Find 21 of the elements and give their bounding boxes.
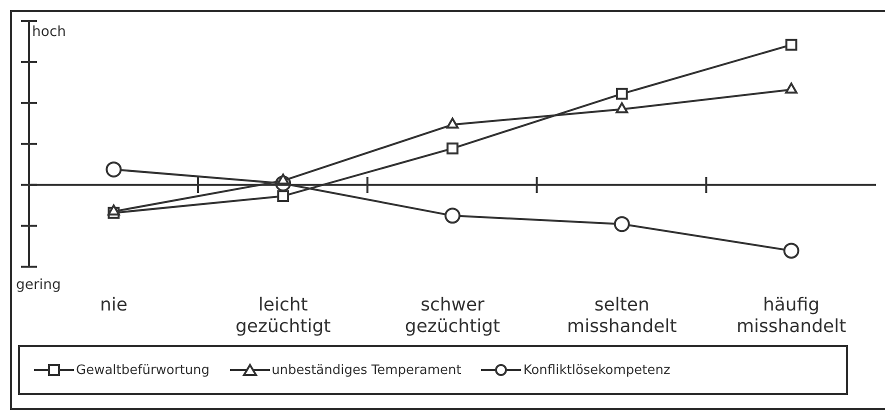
point xyxy=(616,102,628,114)
point xyxy=(616,88,628,100)
point xyxy=(785,82,798,94)
point xyxy=(277,190,290,202)
x-tick-label: selten misshandelt xyxy=(567,294,677,337)
legend-label: Gewaltbefürwortung xyxy=(76,362,210,378)
point xyxy=(106,161,122,178)
x-tick-label: nie xyxy=(100,294,128,316)
text: gering xyxy=(16,276,61,293)
point xyxy=(614,216,630,232)
legend-label: Konfliktlösekompetenz xyxy=(523,362,670,378)
point xyxy=(446,142,458,154)
point xyxy=(446,118,459,129)
x-tick-label: leicht gezüchtigt xyxy=(236,294,331,337)
x-tick-label: häufig misshandelt xyxy=(736,294,846,337)
x-tick-label: schwer gezüchtigt xyxy=(404,294,500,337)
text: hoch xyxy=(32,24,66,40)
legend-label: unbeständiges Temperament xyxy=(272,362,462,378)
point xyxy=(783,242,800,259)
point xyxy=(785,38,798,51)
point xyxy=(444,208,460,224)
